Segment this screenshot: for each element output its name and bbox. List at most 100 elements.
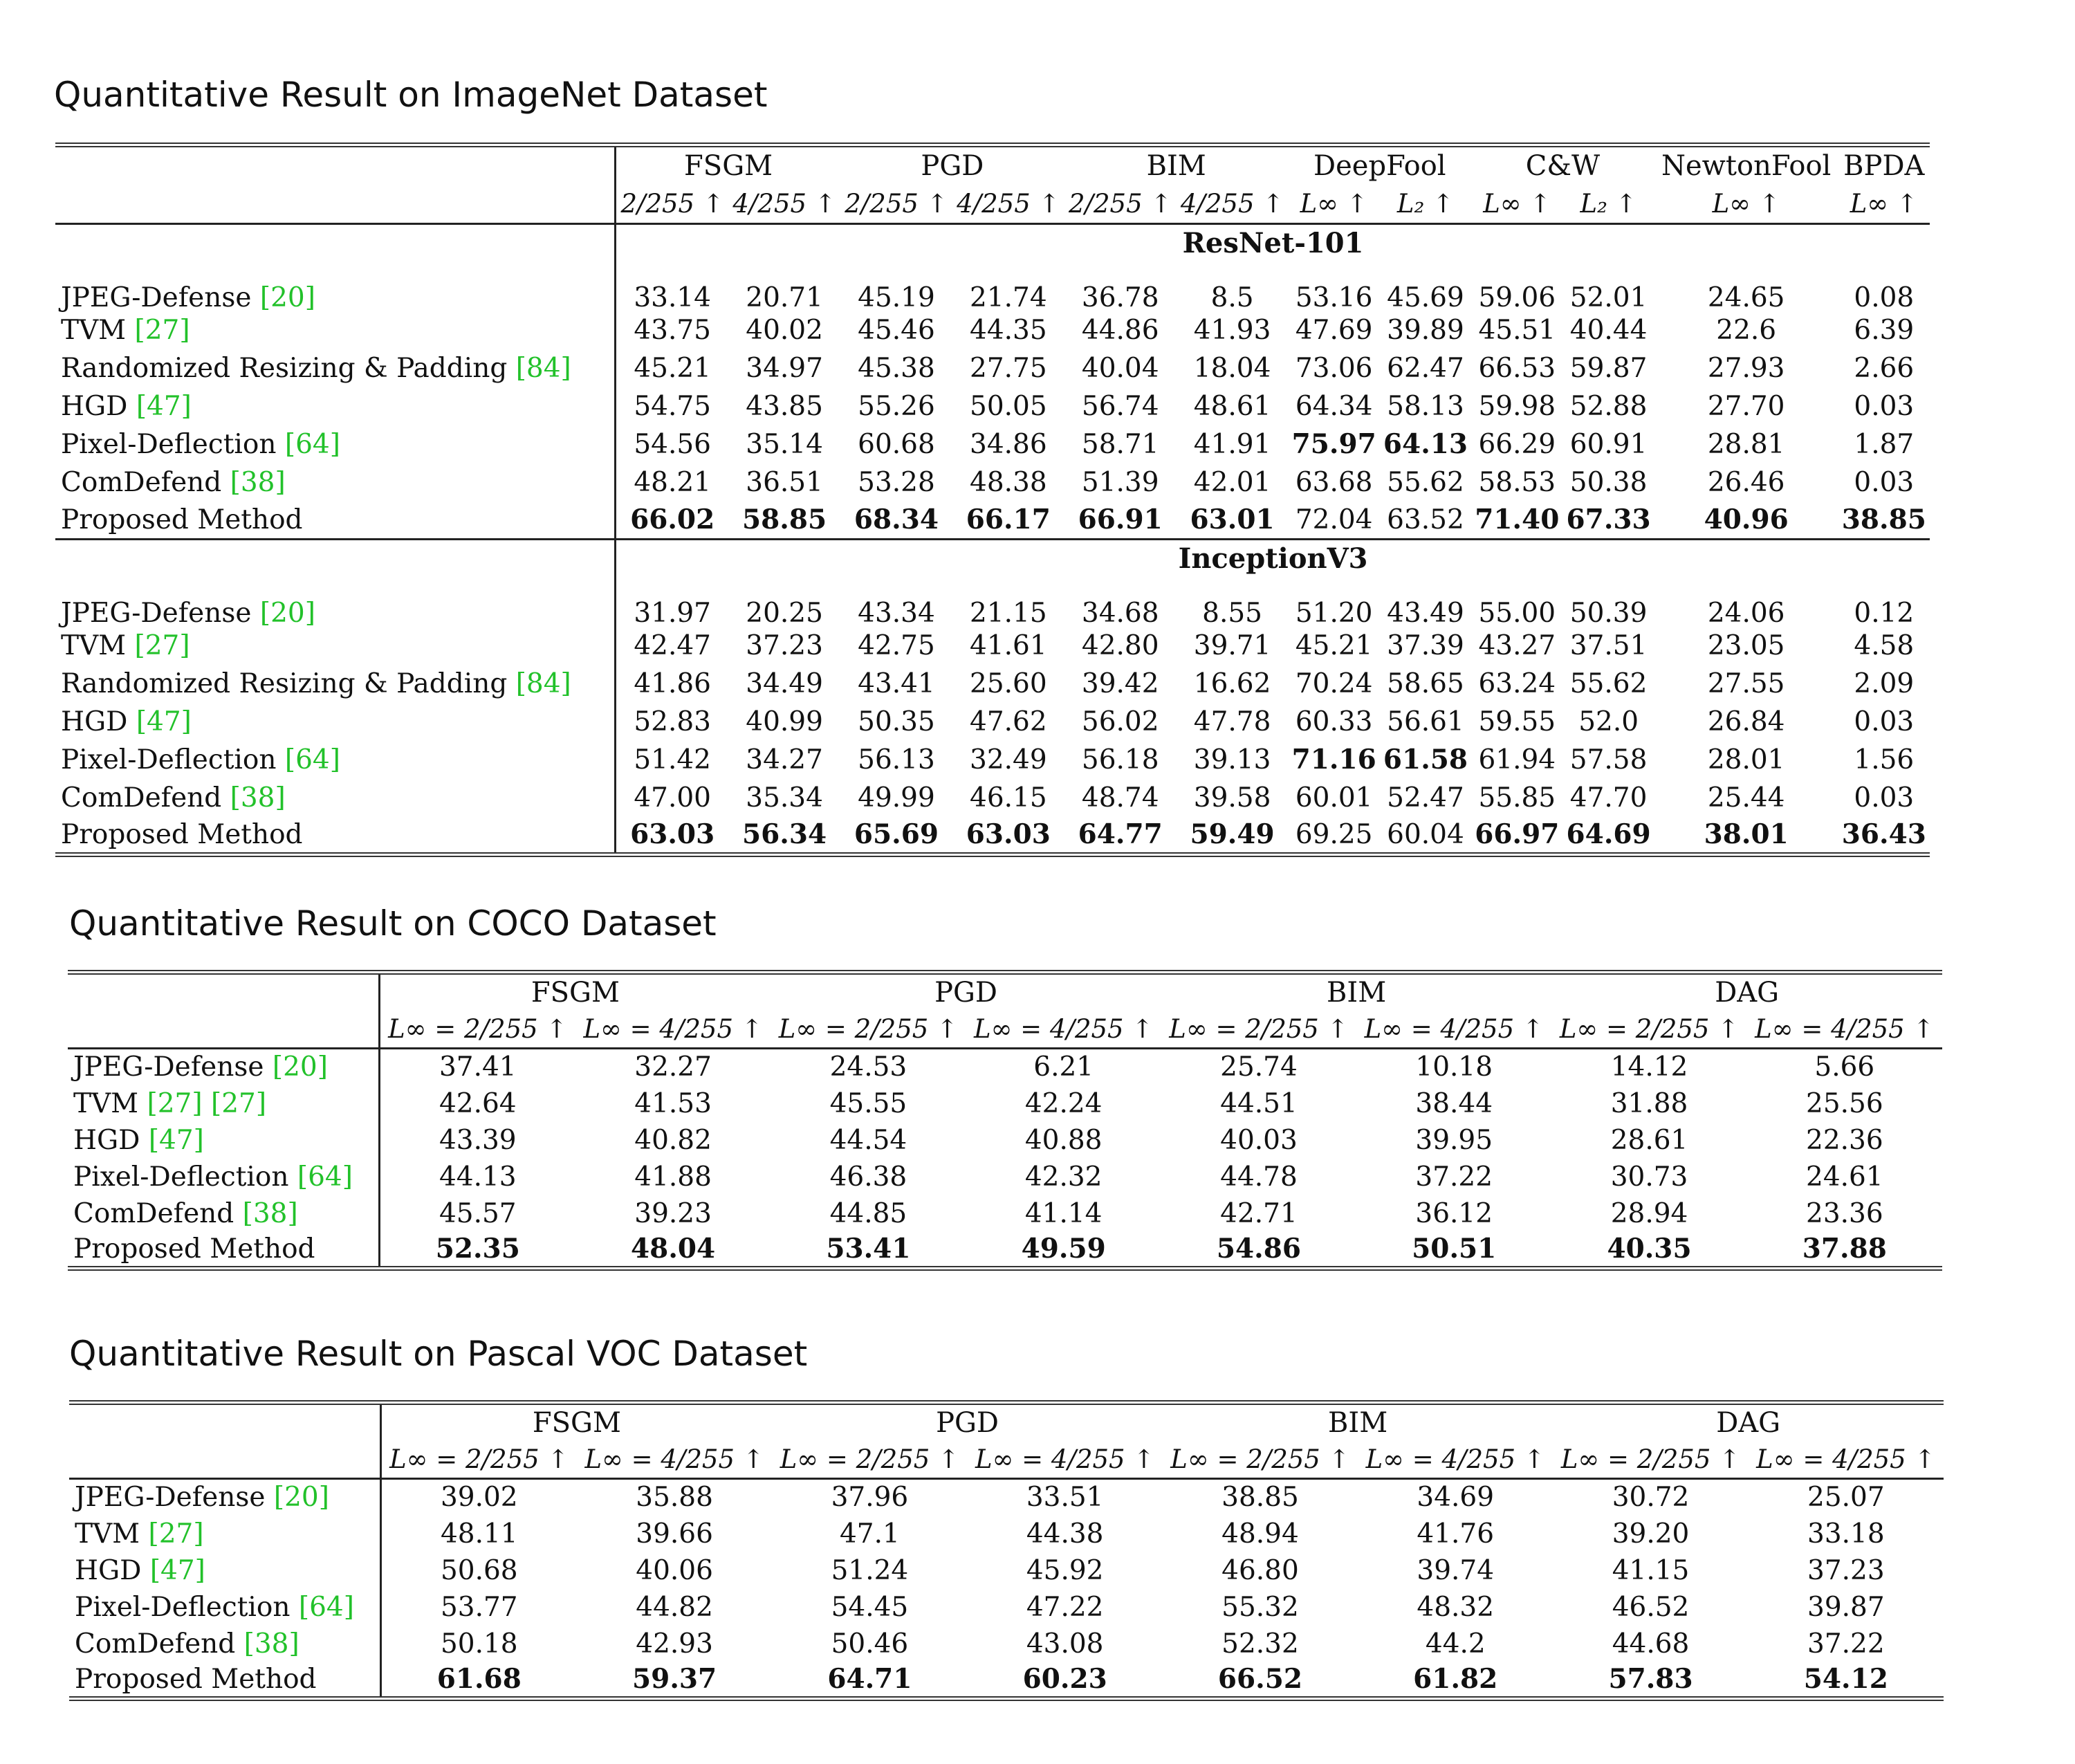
value-cell: 71.40 <box>1475 503 1560 535</box>
value-cell: 42.93 <box>636 1628 713 1660</box>
value-cell: 52.0 <box>1578 706 1639 737</box>
table-row: Pixel-Deflection [64] 54.56 35.14 60.68 34.8… <box>55 425 1930 463</box>
value-cell: 47.70 <box>1569 782 1648 814</box>
citation-ref: [38] <box>230 782 286 814</box>
value-cell: 44.2 <box>1425 1628 1486 1660</box>
value-cell: 33.51 <box>1026 1482 1104 1514</box>
group-header-row: FSGM PGD BIM DAG <box>68 970 1942 1011</box>
metric-subheader: 2/255 ↑ <box>840 185 952 225</box>
method-cell: Proposed Method <box>55 816 617 857</box>
method-name: TVM <box>75 1518 140 1550</box>
value-cell: 47.69 <box>1295 314 1373 346</box>
value-cell: 58.13 <box>1387 390 1464 422</box>
metric-subheader: L∞ = 2/255 ↑ <box>772 1441 968 1480</box>
table-row: JPEG-Defense [20] 33.14 20.71 45.19 21.74 36.… <box>55 262 1930 313</box>
value-cell: 56.13 <box>858 744 935 775</box>
metric-subheader: L∞ = 2/255 ↑ <box>1553 1441 1749 1480</box>
metric-subheader: 2/255 ↑ <box>615 185 729 225</box>
value-cell: 39.95 <box>1415 1124 1493 1156</box>
value-cell: 25.44 <box>1707 782 1785 814</box>
method-name: JPEG-Defense <box>75 1482 266 1514</box>
backbone-label: InceptionV3 <box>615 538 1930 578</box>
attack-group-header: PGD <box>771 970 1161 1011</box>
method-name: Randomized Resizing & Padding <box>61 668 508 699</box>
value-cell: 44.51 <box>1220 1087 1298 1119</box>
value-cell: 64.13 <box>1383 428 1468 460</box>
value-cell: 66.53 <box>1478 352 1556 384</box>
value-cell: 44.68 <box>1612 1628 1690 1660</box>
value-cell: 45.69 <box>1387 282 1464 313</box>
value-cell: 2.09 <box>1854 668 1915 699</box>
method-cell: Pixel-Deflection [64] <box>69 1588 382 1626</box>
corner-cell <box>68 1011 380 1049</box>
metric-subheader: L∞ = 2/255 ↑ <box>1161 1011 1357 1049</box>
value-cell: 42.01 <box>1193 466 1271 498</box>
value-cell: 20.25 <box>746 597 823 629</box>
value-cell: 36.78 <box>1081 282 1159 313</box>
method-cell: JPEG-Defense [20] <box>55 262 617 311</box>
value-cell: 63.03 <box>952 816 1064 857</box>
value-cell: 59.98 <box>1478 390 1556 422</box>
value-cell: 52.83 <box>634 706 711 737</box>
value-cell: 59.49 <box>1176 816 1289 857</box>
value-cell: 25.56 <box>1806 1087 1883 1119</box>
value-cell: 58.65 <box>1387 668 1464 699</box>
value-cell: 66.02 <box>630 503 715 535</box>
subheader-row: L∞ = 2/255 ↑ L∞ = 4/255 ↑ L∞ = 2/255 ↑ L∞ =… <box>69 1441 1944 1480</box>
value-cell: 66.29 <box>1478 428 1556 460</box>
value-cell: 40.35 <box>1551 1231 1747 1271</box>
value-cell: 45.51 <box>1478 314 1556 346</box>
method-cell: JPEG-Defense [20] <box>68 1048 380 1085</box>
value-cell: 60.23 <box>967 1662 1163 1701</box>
value-cell: 48.38 <box>970 466 1047 498</box>
method-cell: HGD [47] <box>68 1121 380 1159</box>
value-cell: 38.85 <box>1841 503 1926 535</box>
value-cell: 45.38 <box>858 352 935 384</box>
value-cell: 30.73 <box>1610 1161 1688 1193</box>
value-cell: 64.34 <box>1295 390 1373 422</box>
value-cell: 54.12 <box>1748 1662 1944 1701</box>
method-cell: ComDefend [38] <box>55 463 617 502</box>
value-cell: 42.75 <box>858 630 935 661</box>
value-cell: 37.41 <box>439 1051 517 1083</box>
method-cell: ComDefend [38] <box>55 778 617 817</box>
value-cell: 37.88 <box>1746 1231 1942 1271</box>
citation-ref: [64] <box>297 1161 353 1193</box>
value-cell: 35.14 <box>746 428 823 460</box>
value-cell: 8.5 <box>1210 282 1254 313</box>
value-cell: 66.97 <box>1471 816 1563 857</box>
metric-subheader: L∞ = 2/255 ↑ <box>1551 1011 1747 1049</box>
value-cell: 43.08 <box>1026 1628 1104 1660</box>
method-name: ComDefend <box>73 1197 234 1229</box>
value-cell: 24.61 <box>1806 1161 1883 1193</box>
metric-subheader: L∞ = 4/255 ↑ <box>1358 1441 1553 1480</box>
value-cell: 59.06 <box>1478 282 1556 313</box>
value-cell: 8.55 <box>1202 597 1262 629</box>
value-cell: 24.53 <box>829 1051 907 1083</box>
value-cell: 41.93 <box>1193 314 1271 346</box>
value-cell: 35.88 <box>636 1482 713 1514</box>
value-cell: 27.93 <box>1707 352 1785 384</box>
metric-subheader: L∞ ↑ <box>1471 185 1563 225</box>
value-cell: 55.26 <box>858 390 935 422</box>
table-row: Proposed Method 66.02 58.85 68.34 66.17 66.91… <box>55 501 1930 540</box>
value-cell: 61.82 <box>1358 1662 1553 1701</box>
value-cell: 20.71 <box>746 282 823 313</box>
value-cell: 42.64 <box>439 1087 517 1119</box>
corner-cell <box>55 538 617 578</box>
method-cell: Proposed Method <box>55 501 617 540</box>
value-cell: 45.57 <box>439 1197 517 1229</box>
value-cell: 22.36 <box>1806 1124 1883 1156</box>
subheader-row: 2/255 ↑ 4/255 ↑ 2/255 ↑ 4/255 ↑ 2/255 ↑ 4/255… <box>55 185 1930 225</box>
value-cell: 41.86 <box>634 668 711 699</box>
value-cell: 48.04 <box>575 1231 771 1271</box>
method-cell: Randomized Resizing & Padding [84] <box>55 664 617 703</box>
value-cell: 40.82 <box>634 1124 712 1156</box>
value-cell: 52.01 <box>1569 282 1648 313</box>
value-cell: 37.96 <box>831 1482 909 1514</box>
value-cell: 40.96 <box>1704 503 1789 535</box>
method-name: ComDefend <box>75 1628 236 1660</box>
value-cell: 33.14 <box>634 282 711 313</box>
value-cell: 0.03 <box>1854 782 1915 814</box>
group-header-row: FSGM PGD BIM DAG <box>69 1400 1944 1442</box>
